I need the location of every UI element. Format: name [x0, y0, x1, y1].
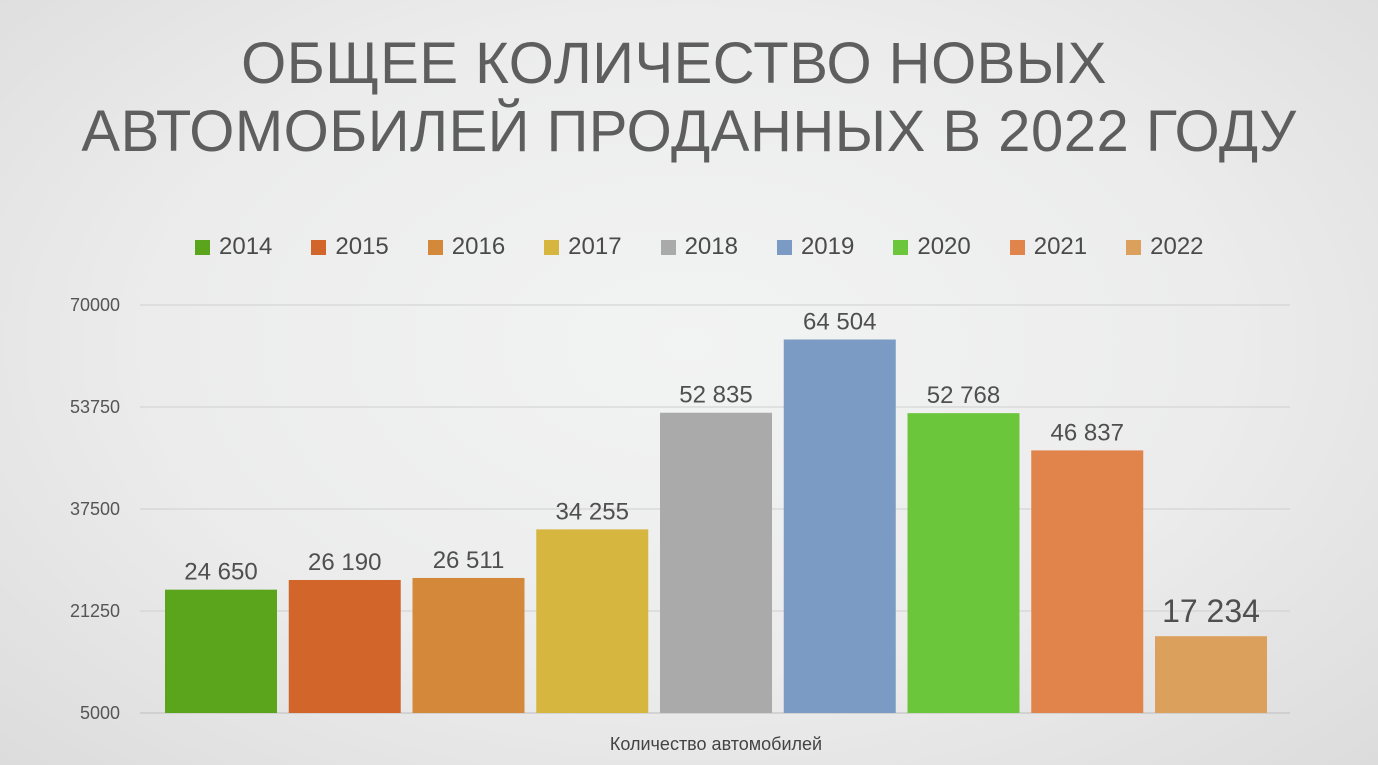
data-label-2019: 64 504 — [803, 308, 876, 335]
legend-label: 2020 — [917, 233, 971, 260]
legend-swatch — [1009, 239, 1025, 255]
legend-swatch — [195, 239, 210, 255]
data-label-2014: 24 650 — [184, 559, 257, 586]
data-label-2018: 52 835 — [679, 382, 752, 409]
legend-item-2015: 2015 — [311, 233, 389, 261]
legend-item-2014: 2014 — [195, 233, 272, 261]
bar-2020 — [907, 413, 1020, 713]
data-label-2022: 17 234 — [1162, 593, 1260, 629]
chart-title-line-2: АВТОМОБИЛЕЙ ПРОДАННЫХ В 2022 ГОДУ — [81, 99, 1297, 164]
legend-swatch — [544, 239, 560, 255]
chart-title: ОБЩЕЕ КОЛИЧЕСТВО НОВЫХ АВТОМОБИЛЕЙ ПРОДА… — [0, 30, 1378, 166]
data-label-2016: 26 511 — [433, 547, 505, 574]
legend-item-2021: 2021 — [1009, 233, 1088, 261]
legend-label: 2017 — [568, 233, 622, 260]
bar-2021 — [1031, 450, 1144, 713]
data-label-2020: 52 768 — [927, 382, 1000, 409]
bar-2019 — [783, 339, 896, 713]
legend-swatch — [311, 239, 327, 255]
y-tick-label: 37500 — [70, 499, 120, 519]
bar-2016 — [412, 577, 525, 713]
legend-label: 2014 — [219, 233, 273, 260]
bar-2022 — [1155, 636, 1267, 713]
legend-swatch — [427, 239, 443, 255]
legend-label: 2021 — [1033, 233, 1088, 260]
legend-item-2018: 2018 — [660, 233, 738, 261]
legend-item-2019: 2019 — [776, 233, 855, 261]
y-tick-label: 53750 — [70, 397, 120, 417]
legend-swatch — [1126, 239, 1142, 255]
legend-label: 2022 — [1150, 233, 1204, 260]
bar-2015 — [288, 579, 401, 713]
data-label-2015: 26 190 — [308, 549, 381, 576]
legend-item-2016: 2016 — [427, 233, 506, 261]
x-axis-label: Количество автомобилей — [610, 734, 822, 754]
data-label-2017: 34 255 — [556, 498, 629, 525]
legend-label: 2016 — [451, 233, 506, 260]
y-tick-label: 5000 — [80, 703, 120, 723]
legend-item-2017: 2017 — [544, 233, 622, 261]
y-tick-label: 21250 — [70, 601, 120, 621]
legend-label: 2018 — [684, 233, 738, 260]
legend-label: 2015 — [335, 233, 389, 260]
bar-2017 — [536, 529, 649, 713]
legend-item-2020: 2020 — [893, 233, 971, 261]
legend-swatch — [893, 239, 909, 255]
data-label-2021: 46 837 — [1051, 419, 1124, 446]
legend-label: 2019 — [800, 233, 855, 260]
legend-swatch — [660, 239, 676, 255]
chart-legend: 2014 2015 2016 2017 2018 2019 2020 2021 2022 — [195, 232, 1204, 262]
legend-item-2022: 2022 — [1126, 233, 1204, 261]
legend-swatch — [776, 239, 792, 255]
bar-2014 — [165, 589, 277, 713]
y-tick-label: 70000 — [70, 295, 120, 315]
bar-2018 — [660, 412, 772, 713]
chart-title-line-1: ОБЩЕЕ КОЛИЧЕСТВО НОВЫХ — [241, 31, 1107, 96]
